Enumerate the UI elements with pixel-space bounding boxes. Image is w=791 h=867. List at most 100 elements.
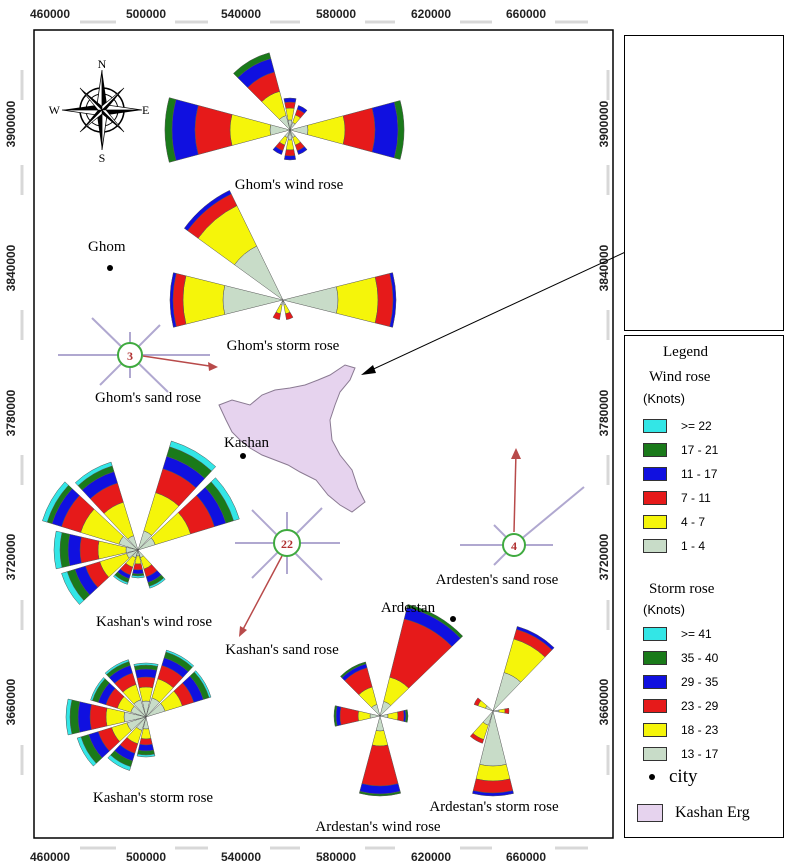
ardestan-sand-arrow bbox=[513, 451, 517, 533]
rose-sector bbox=[296, 146, 308, 155]
rose-sector bbox=[233, 52, 272, 79]
rose-sector bbox=[89, 704, 108, 730]
wind-legend-item: 11 - 17 bbox=[643, 466, 717, 482]
rose-sector bbox=[283, 155, 297, 161]
wind-legend-item: 7 - 11 bbox=[643, 490, 711, 506]
ardestan-city-dot bbox=[450, 616, 456, 622]
rose-sector bbox=[136, 676, 156, 689]
kashan-wind-label: Kashan's wind rose bbox=[96, 614, 212, 630]
rose-sector bbox=[296, 105, 308, 114]
rose-sector bbox=[133, 662, 159, 667]
rose-sector bbox=[67, 533, 82, 567]
y-tick-right: 3660000 bbox=[597, 678, 611, 725]
x-tick-top: 540000 bbox=[221, 7, 261, 21]
legend-storm-title: Storm rose bbox=[649, 581, 715, 597]
rose-sector bbox=[473, 697, 482, 707]
ardestan-storm-label: Ardestan's storm rose bbox=[429, 799, 559, 815]
x-tick-bottom: 620000 bbox=[411, 850, 451, 864]
y-tick-right: 3720000 bbox=[597, 533, 611, 580]
rose-sector bbox=[65, 698, 73, 736]
wind-legend-label: 17 - 21 bbox=[681, 443, 719, 457]
x-tick-labels-top: 460000 500000 540000 580000 620000 66000… bbox=[30, 7, 546, 21]
y-tick-left: 3840000 bbox=[4, 244, 18, 291]
kashan-city-label: Kashan bbox=[224, 435, 269, 451]
wind-legend-label: >= 22 bbox=[681, 419, 712, 433]
wind-swatch bbox=[643, 467, 667, 481]
x-tick-bottom: 500000 bbox=[126, 850, 166, 864]
rose-sector bbox=[74, 461, 113, 486]
map-labels: Ghom's wind rose Ghom Ghom's storm rose … bbox=[88, 177, 559, 835]
storm-legend-item: 23 - 29 bbox=[643, 698, 718, 714]
rose-sector bbox=[164, 97, 177, 163]
inset-pointer-arrowhead bbox=[361, 365, 376, 375]
rose-sector bbox=[138, 743, 154, 752]
storm-legend-item: >= 41 bbox=[643, 626, 712, 642]
rose-sector bbox=[504, 707, 510, 715]
storm-legend-item: 29 - 35 bbox=[643, 674, 718, 690]
inset-map-frame bbox=[624, 35, 784, 331]
rose-sector bbox=[53, 530, 63, 570]
wind-roses bbox=[42, 52, 555, 797]
wind-legend-item: >= 22 bbox=[643, 418, 712, 434]
rose-sector bbox=[285, 311, 294, 320]
rose-sector bbox=[169, 440, 217, 472]
legend-erg: Kashan Erg bbox=[637, 804, 750, 822]
legend-storm-unit: (Knots) bbox=[643, 602, 685, 617]
rose-sector bbox=[333, 705, 338, 727]
rose-sector bbox=[358, 791, 402, 797]
storm-swatch bbox=[643, 627, 667, 641]
ghom-wind-label: Ghom's wind rose bbox=[235, 177, 344, 193]
compass-s: S bbox=[99, 151, 106, 165]
rose-sector bbox=[340, 661, 367, 679]
x-tick-top: 580000 bbox=[316, 7, 356, 21]
rose-sector bbox=[405, 709, 409, 723]
storm-swatch bbox=[643, 723, 667, 737]
rose-sector bbox=[104, 659, 130, 675]
storm-swatch bbox=[643, 675, 667, 689]
x-tick-top: 660000 bbox=[506, 7, 546, 21]
ghom-sand-circle bbox=[117, 342, 143, 368]
storm-legend-item: 35 - 40 bbox=[643, 650, 718, 666]
kashan-erg-area bbox=[218, 364, 366, 513]
ghom-sand-arrow bbox=[142, 355, 217, 368]
rose-sector bbox=[283, 97, 297, 103]
rose-sector bbox=[210, 477, 240, 522]
storm-legend-label: 13 - 17 bbox=[681, 747, 719, 761]
ardestan-sand-circle bbox=[502, 533, 526, 557]
ardestan-wind-label: Ardestan's wind rose bbox=[315, 819, 441, 835]
kashan-sand-value: 22 bbox=[281, 537, 293, 551]
rose-sector bbox=[90, 677, 106, 701]
rose-sector bbox=[397, 710, 405, 722]
rose-sector bbox=[272, 146, 284, 155]
ardestan-city-label: Ardestan bbox=[381, 600, 436, 616]
wind-legend-item: 4 - 7 bbox=[643, 514, 705, 530]
x-tick-top: 500000 bbox=[126, 7, 166, 21]
y-tick-right: 3780000 bbox=[597, 389, 611, 436]
compass-w: W bbox=[49, 103, 61, 117]
y-tick-left: 3720000 bbox=[4, 533, 18, 580]
rose-sector bbox=[136, 753, 156, 758]
storm-legend-label: 23 - 29 bbox=[681, 699, 719, 713]
rose-sector bbox=[61, 571, 85, 605]
rose-sector bbox=[165, 649, 195, 668]
rose-sector bbox=[342, 107, 376, 153]
x-tick-bottom: 660000 bbox=[506, 850, 546, 864]
storm-legend-item: 18 - 23 bbox=[643, 722, 718, 738]
x-tick-bottom: 460000 bbox=[30, 850, 70, 864]
storm-legend-label: >= 41 bbox=[681, 627, 712, 641]
city-dot-icon bbox=[649, 774, 655, 780]
compass-n: N bbox=[98, 57, 107, 71]
storm-swatch bbox=[643, 747, 667, 761]
kashan-sand-label: Kashan's sand rose bbox=[225, 642, 339, 658]
rose-sector bbox=[137, 749, 155, 756]
y-tick-left: 3900000 bbox=[4, 100, 18, 147]
rose-sector bbox=[183, 190, 232, 231]
x-tick-top: 620000 bbox=[411, 7, 451, 21]
ardestan-sand-value: 4 bbox=[511, 539, 517, 553]
y-tick-left: 3660000 bbox=[4, 678, 18, 725]
legend-erg-label: Kashan Erg bbox=[675, 804, 750, 821]
wind-legend-item: 17 - 21 bbox=[643, 442, 718, 458]
storm-legend-item: 13 - 17 bbox=[643, 746, 718, 762]
rose-sector bbox=[131, 575, 145, 579]
rose-sector bbox=[472, 790, 514, 797]
